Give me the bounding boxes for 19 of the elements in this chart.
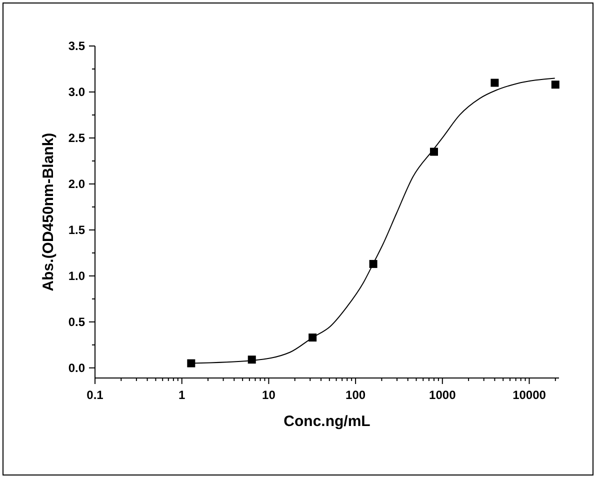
y-axis-title: Abs.(OD450nm-Blank) bbox=[40, 132, 57, 292]
y-tick-label: 3.0 bbox=[68, 84, 86, 99]
x-tick-label: 10000 bbox=[512, 388, 546, 402]
y-tick-label: 2.5 bbox=[68, 130, 86, 145]
y-tick-label: 3.5 bbox=[68, 39, 86, 53]
point bbox=[187, 359, 196, 368]
x-tick-label: 10 bbox=[262, 388, 276, 402]
y-tick-label: 0.0 bbox=[68, 360, 86, 375]
x-tick-label: 100 bbox=[346, 388, 366, 402]
x-tick-label: 1 bbox=[178, 388, 186, 402]
point bbox=[551, 80, 560, 89]
point bbox=[490, 78, 499, 87]
x-axis-title: Conc.ng/mL bbox=[284, 413, 370, 430]
x-tick-label: 0.1 bbox=[86, 388, 104, 402]
y-tick-label: 2.0 bbox=[68, 176, 86, 191]
y-tick-label: 1.5 bbox=[68, 222, 86, 237]
x-tick-label: 1000 bbox=[429, 388, 456, 402]
y-tick-label: 0.5 bbox=[68, 314, 86, 329]
y-tick-label: 1.0 bbox=[68, 268, 86, 283]
